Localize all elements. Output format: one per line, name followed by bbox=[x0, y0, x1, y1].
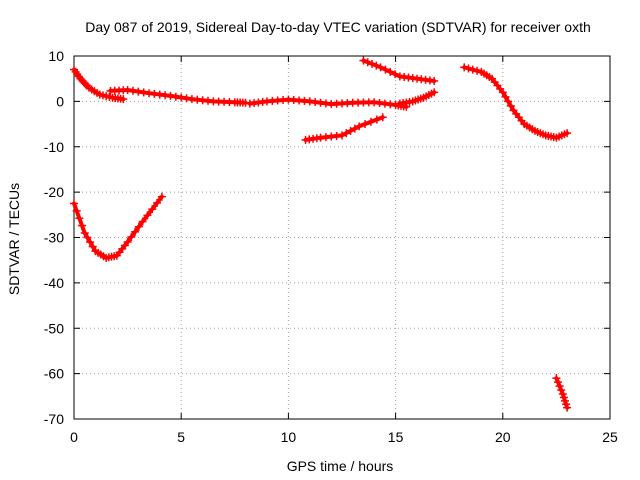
data-point bbox=[166, 91, 175, 100]
data-point bbox=[501, 92, 510, 101]
series-s3 bbox=[245, 95, 411, 111]
y-tick-label: -70 bbox=[44, 411, 64, 427]
series-line bbox=[72, 194, 164, 260]
series-s7 bbox=[460, 63, 572, 142]
data-point bbox=[460, 63, 469, 72]
data-point bbox=[157, 192, 166, 201]
y-tick-label: -40 bbox=[44, 275, 64, 291]
data-point bbox=[363, 58, 372, 67]
series-line bbox=[462, 65, 570, 140]
series-s4 bbox=[301, 113, 387, 144]
data-point bbox=[464, 64, 473, 73]
data-point bbox=[143, 211, 152, 220]
data-point bbox=[131, 227, 140, 236]
data-point bbox=[554, 378, 563, 387]
data-point bbox=[70, 199, 78, 208]
series-s6 bbox=[359, 56, 439, 85]
data-point bbox=[182, 94, 191, 103]
data-point bbox=[552, 374, 561, 383]
y-tick-label: -50 bbox=[44, 320, 64, 336]
data-point bbox=[123, 238, 132, 247]
x-tick-label: 20 bbox=[495, 429, 511, 445]
x-tick-label: 25 bbox=[602, 429, 618, 445]
data-point bbox=[504, 97, 513, 106]
grid bbox=[74, 56, 610, 419]
data-point bbox=[473, 66, 482, 75]
data-point bbox=[148, 205, 157, 214]
series-s5 bbox=[395, 88, 439, 108]
data-point bbox=[506, 101, 515, 110]
data-point bbox=[368, 59, 377, 68]
x-tick-label: 5 bbox=[177, 429, 185, 445]
series-layer bbox=[70, 56, 572, 412]
x-tick-label: 15 bbox=[388, 429, 404, 445]
data-point bbox=[134, 222, 143, 231]
data-point bbox=[366, 117, 375, 126]
data-point bbox=[376, 63, 385, 72]
data-point bbox=[123, 86, 132, 95]
data-point bbox=[557, 386, 566, 395]
data-point bbox=[430, 88, 439, 97]
series-s8 bbox=[70, 192, 166, 262]
data-point bbox=[350, 124, 359, 133]
data-point bbox=[359, 56, 368, 65]
data-point bbox=[139, 88, 148, 97]
series-s1 bbox=[70, 65, 128, 104]
y-tick-label: 0 bbox=[56, 93, 64, 109]
data-point bbox=[391, 70, 400, 79]
data-point bbox=[372, 115, 381, 124]
x-tick-label: 10 bbox=[281, 429, 297, 445]
data-point bbox=[563, 129, 572, 138]
data-point bbox=[498, 88, 507, 97]
data-point bbox=[468, 65, 477, 74]
data-point bbox=[86, 238, 95, 247]
data-point bbox=[177, 93, 186, 102]
data-point bbox=[75, 214, 84, 223]
y-axis-title: SDTVAR / TECUs bbox=[6, 183, 22, 295]
data-point bbox=[128, 86, 137, 95]
data-point bbox=[430, 76, 439, 85]
y-tick-label: -20 bbox=[44, 184, 64, 200]
data-point bbox=[378, 113, 387, 122]
data-point bbox=[80, 228, 89, 237]
data-point bbox=[171, 92, 180, 101]
series-s9 bbox=[552, 374, 572, 412]
data-point bbox=[134, 87, 143, 96]
data-point bbox=[355, 122, 364, 131]
data-point bbox=[119, 95, 128, 104]
x-tick-label: 0 bbox=[70, 429, 78, 445]
data-point bbox=[386, 67, 395, 76]
data-point bbox=[555, 382, 564, 391]
data-point bbox=[138, 217, 147, 226]
x-axis-title: GPS time / hours bbox=[287, 458, 394, 474]
data-point bbox=[381, 65, 390, 74]
data-point bbox=[78, 221, 87, 230]
y-tick-label: -30 bbox=[44, 230, 64, 246]
series-s2 bbox=[106, 86, 250, 107]
chart-title: Day 087 of 2019, Sidereal Day-to-day VTE… bbox=[85, 19, 591, 35]
data-point bbox=[153, 198, 162, 207]
data-point bbox=[88, 242, 97, 251]
data-point bbox=[361, 120, 370, 129]
data-point bbox=[563, 403, 572, 412]
data-point bbox=[127, 232, 136, 241]
data-point bbox=[342, 129, 351, 138]
ticks: 0 5 10 15 20 25 10 0 -10 -20 -30 -40 -50 -60 -70 bbox=[44, 48, 618, 445]
y-tick-label: -10 bbox=[44, 139, 64, 155]
data-point bbox=[338, 131, 346, 140]
data-point bbox=[346, 126, 355, 135]
data-point bbox=[72, 206, 81, 215]
y-tick-label: 10 bbox=[48, 48, 64, 64]
data-point bbox=[372, 61, 381, 70]
y-tick-label: -60 bbox=[44, 366, 64, 382]
data-point bbox=[83, 233, 92, 242]
